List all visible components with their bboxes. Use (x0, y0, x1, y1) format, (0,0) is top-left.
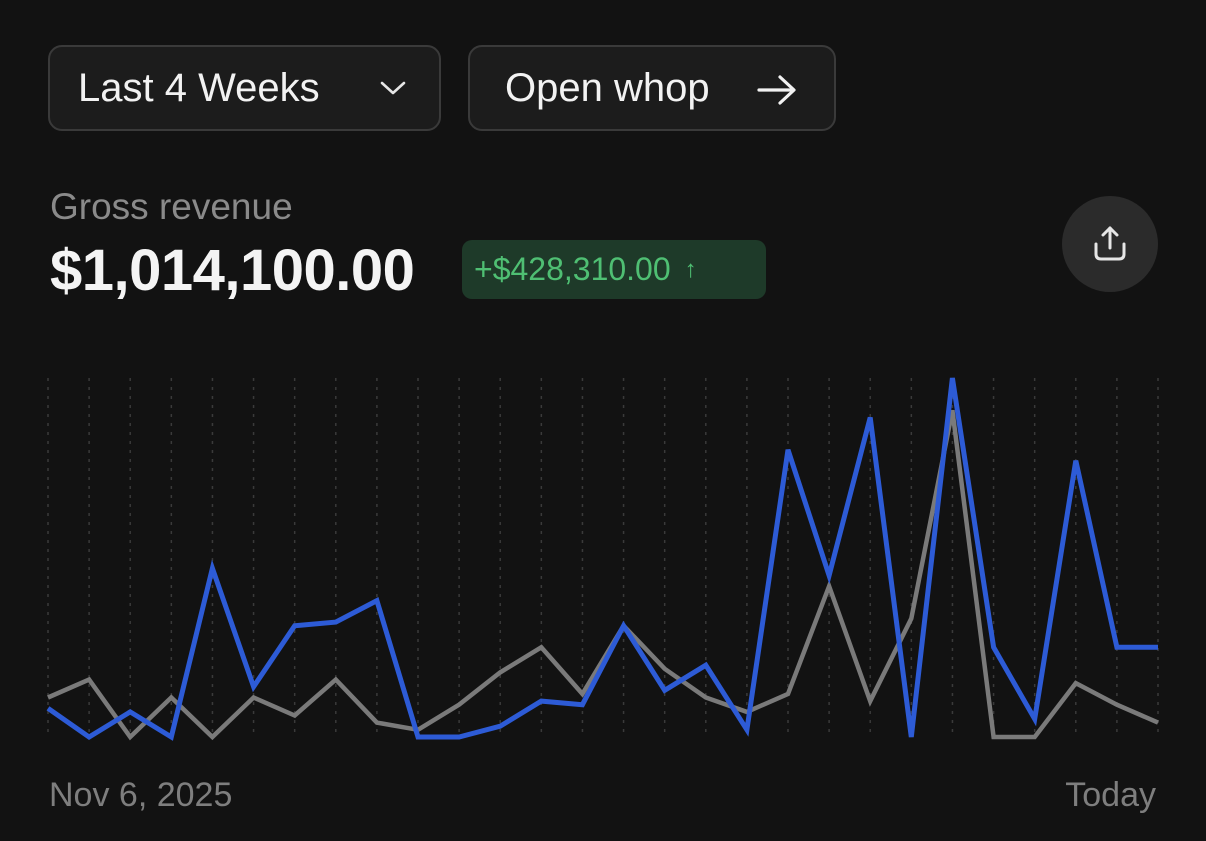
chart-grid (47, 378, 1159, 737)
delta-badge: +$428,310.00 ↑ (462, 240, 766, 299)
x-axis-start-label: Nov 6, 2025 (49, 776, 233, 814)
share-button[interactable] (1062, 196, 1158, 292)
chart-series (46, 377, 1159, 741)
chevron-down-icon (380, 81, 406, 95)
arrow-right-icon (757, 75, 796, 105)
open-whop-label: Open whop (505, 65, 710, 110)
open-whop-button[interactable]: Open whop (468, 45, 836, 131)
delta-value: +$428,310.00 (474, 251, 671, 287)
x-axis-end-label: Today (1065, 776, 1156, 814)
metric-label: Gross revenue (50, 186, 293, 227)
arrow-up-icon: ↑ (684, 255, 697, 283)
metric-value: $1,014,100.00 (50, 238, 415, 303)
date-range-label: Last 4 Weeks (78, 65, 320, 110)
date-range-dropdown[interactable]: Last 4 Weeks (48, 45, 441, 131)
series-line-current (46, 377, 1158, 741)
share-icon (1094, 226, 1126, 261)
